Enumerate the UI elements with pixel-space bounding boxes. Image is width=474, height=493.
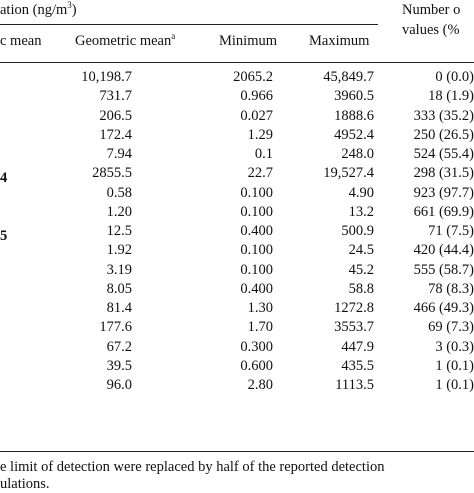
minimum-cell: 0.100 bbox=[240, 203, 273, 220]
maximum-cell: 1272.8 bbox=[334, 300, 374, 316]
header-bottom-rule bbox=[0, 62, 474, 64]
nondetect-cell: 3 (0.3) bbox=[435, 338, 474, 355]
maximum-cell: 45,849.7 bbox=[323, 69, 374, 85]
nondetect-cell: 69 (7.3) bbox=[428, 319, 474, 336]
col-arith-header: c mean bbox=[0, 33, 42, 49]
minimum-cell: 0.966 bbox=[240, 88, 273, 105]
minimum-cell: 0.400 bbox=[240, 280, 273, 297]
geo-mean-cell: 0.58 bbox=[106, 184, 132, 201]
maximum-cell: 58.8 bbox=[348, 280, 374, 297]
col-max-header: Maximum bbox=[309, 33, 370, 49]
geo-mean-cell: 2855.5 bbox=[92, 165, 132, 182]
nondetect-cell: 923 (97.7) bbox=[413, 184, 474, 201]
header-group-rule bbox=[0, 24, 378, 25]
minimum-cell: 22.7 bbox=[247, 165, 273, 182]
minimum-cell: 0.600 bbox=[240, 357, 273, 374]
maximum-cell: 13.2 bbox=[348, 203, 374, 220]
geo-mean-cell: 39.5 bbox=[106, 357, 132, 374]
nondetect-cell: 661 (69.9) bbox=[413, 203, 474, 220]
group-title-sup: 3 bbox=[67, 0, 72, 11]
nondetect-cell: 555 (58.7) bbox=[413, 261, 474, 278]
maximum-cell: 248.0 bbox=[341, 146, 374, 162]
minimum-cell: 0.300 bbox=[240, 338, 273, 355]
nondetect-cell: 333 (35.2) bbox=[413, 107, 474, 124]
maximum-cell: 3553.7 bbox=[334, 319, 374, 336]
maximum-cell: 19,527.4 bbox=[323, 165, 374, 182]
maximum-cell: 45.2 bbox=[348, 261, 374, 278]
group-title-end: ) bbox=[71, 2, 77, 18]
geo-mean-cell: 8.05 bbox=[106, 280, 132, 297]
geo-mean-cell: 731.7 bbox=[99, 88, 132, 105]
maximum-cell: 447.9 bbox=[341, 338, 374, 355]
maximum-cell: 1888.6 bbox=[334, 107, 374, 124]
geo-mean-cell: 3.19 bbox=[106, 261, 132, 278]
geo-mean-cell: 7.94 bbox=[106, 146, 132, 162]
nondetect-cell: 250 (26.5) bbox=[413, 126, 474, 143]
geo-mean-cell: 81.4 bbox=[106, 300, 132, 316]
minimum-cell: 0.100 bbox=[240, 242, 273, 259]
geo-mean-cell: 67.2 bbox=[106, 338, 132, 355]
nondetect-cell: 18 (1.9) bbox=[428, 88, 474, 105]
minimum-cell: 0.1 bbox=[254, 146, 273, 162]
minimum-cell: 2065.2 bbox=[233, 69, 273, 85]
col-nd-header-line1: Number o bbox=[402, 2, 461, 18]
maximum-cell: 1113.5 bbox=[335, 377, 374, 393]
footnote-line1: e limit of detection were replaced by ha… bbox=[0, 459, 385, 475]
col-nd-header-line2: values (% bbox=[402, 22, 460, 38]
geo-mean-cell: 10,198.7 bbox=[81, 69, 132, 85]
nondetect-cell: 298 (31.5) bbox=[413, 165, 474, 182]
maximum-cell: 24.5 bbox=[348, 242, 374, 259]
minimum-cell: 0.100 bbox=[240, 184, 273, 201]
maximum-cell: 4952.4 bbox=[334, 126, 374, 143]
geo-mean-cell: 1.92 bbox=[106, 242, 132, 259]
maximum-cell: 500.9 bbox=[341, 223, 374, 239]
col-min-header: Minimum bbox=[219, 33, 278, 49]
nondetect-cell: 1 (0.1) bbox=[435, 357, 474, 374]
minimum-cell: 1.70 bbox=[247, 319, 273, 336]
footnote-line2: ulations. bbox=[0, 476, 50, 492]
nondetect-cell: 71 (7.5) bbox=[428, 223, 474, 239]
table-bottom-rule bbox=[0, 451, 474, 452]
nondetect-cell: 524 (55.4) bbox=[413, 146, 474, 162]
col-geo-header-sup: a bbox=[171, 31, 176, 42]
group-title-text: ation (ng/m bbox=[0, 2, 68, 18]
minimum-cell: 1.30 bbox=[247, 300, 273, 316]
nondetect-cell: 1 (0.1) bbox=[435, 377, 474, 393]
maximum-cell: 435.5 bbox=[341, 357, 374, 374]
nondetect-cell: 0 (0.0) bbox=[435, 69, 474, 85]
geo-mean-cell: 206.5 bbox=[99, 107, 132, 124]
minimum-cell: 1.29 bbox=[247, 126, 273, 143]
nondetect-cell: 420 (44.4) bbox=[413, 242, 474, 259]
group-title: ation (ng/m3) bbox=[0, 0, 77, 19]
col-geo-header: Geometric meana bbox=[75, 31, 176, 50]
nondetect-cell: 78 (8.3) bbox=[428, 280, 474, 297]
geo-mean-cell: 172.4 bbox=[99, 126, 132, 143]
minimum-cell: 0.400 bbox=[240, 223, 273, 239]
maximum-cell: 3960.5 bbox=[334, 88, 374, 105]
row-label-10: 5 bbox=[0, 228, 8, 244]
maximum-cell: 4.90 bbox=[348, 184, 374, 201]
geo-mean-cell: 96.0 bbox=[106, 377, 132, 393]
geo-mean-cell: 12.5 bbox=[106, 223, 132, 239]
geo-mean-cell: 177.6 bbox=[99, 319, 132, 336]
row-label-7: 4 bbox=[0, 170, 8, 186]
minimum-cell: 0.027 bbox=[240, 107, 273, 124]
nondetect-cell: 466 (49.3) bbox=[413, 300, 474, 316]
minimum-cell: 2.80 bbox=[247, 377, 273, 393]
geo-mean-cell: 1.20 bbox=[106, 203, 132, 220]
col-geo-header-text: Geometric mean bbox=[75, 33, 172, 49]
minimum-cell: 0.100 bbox=[240, 261, 273, 278]
